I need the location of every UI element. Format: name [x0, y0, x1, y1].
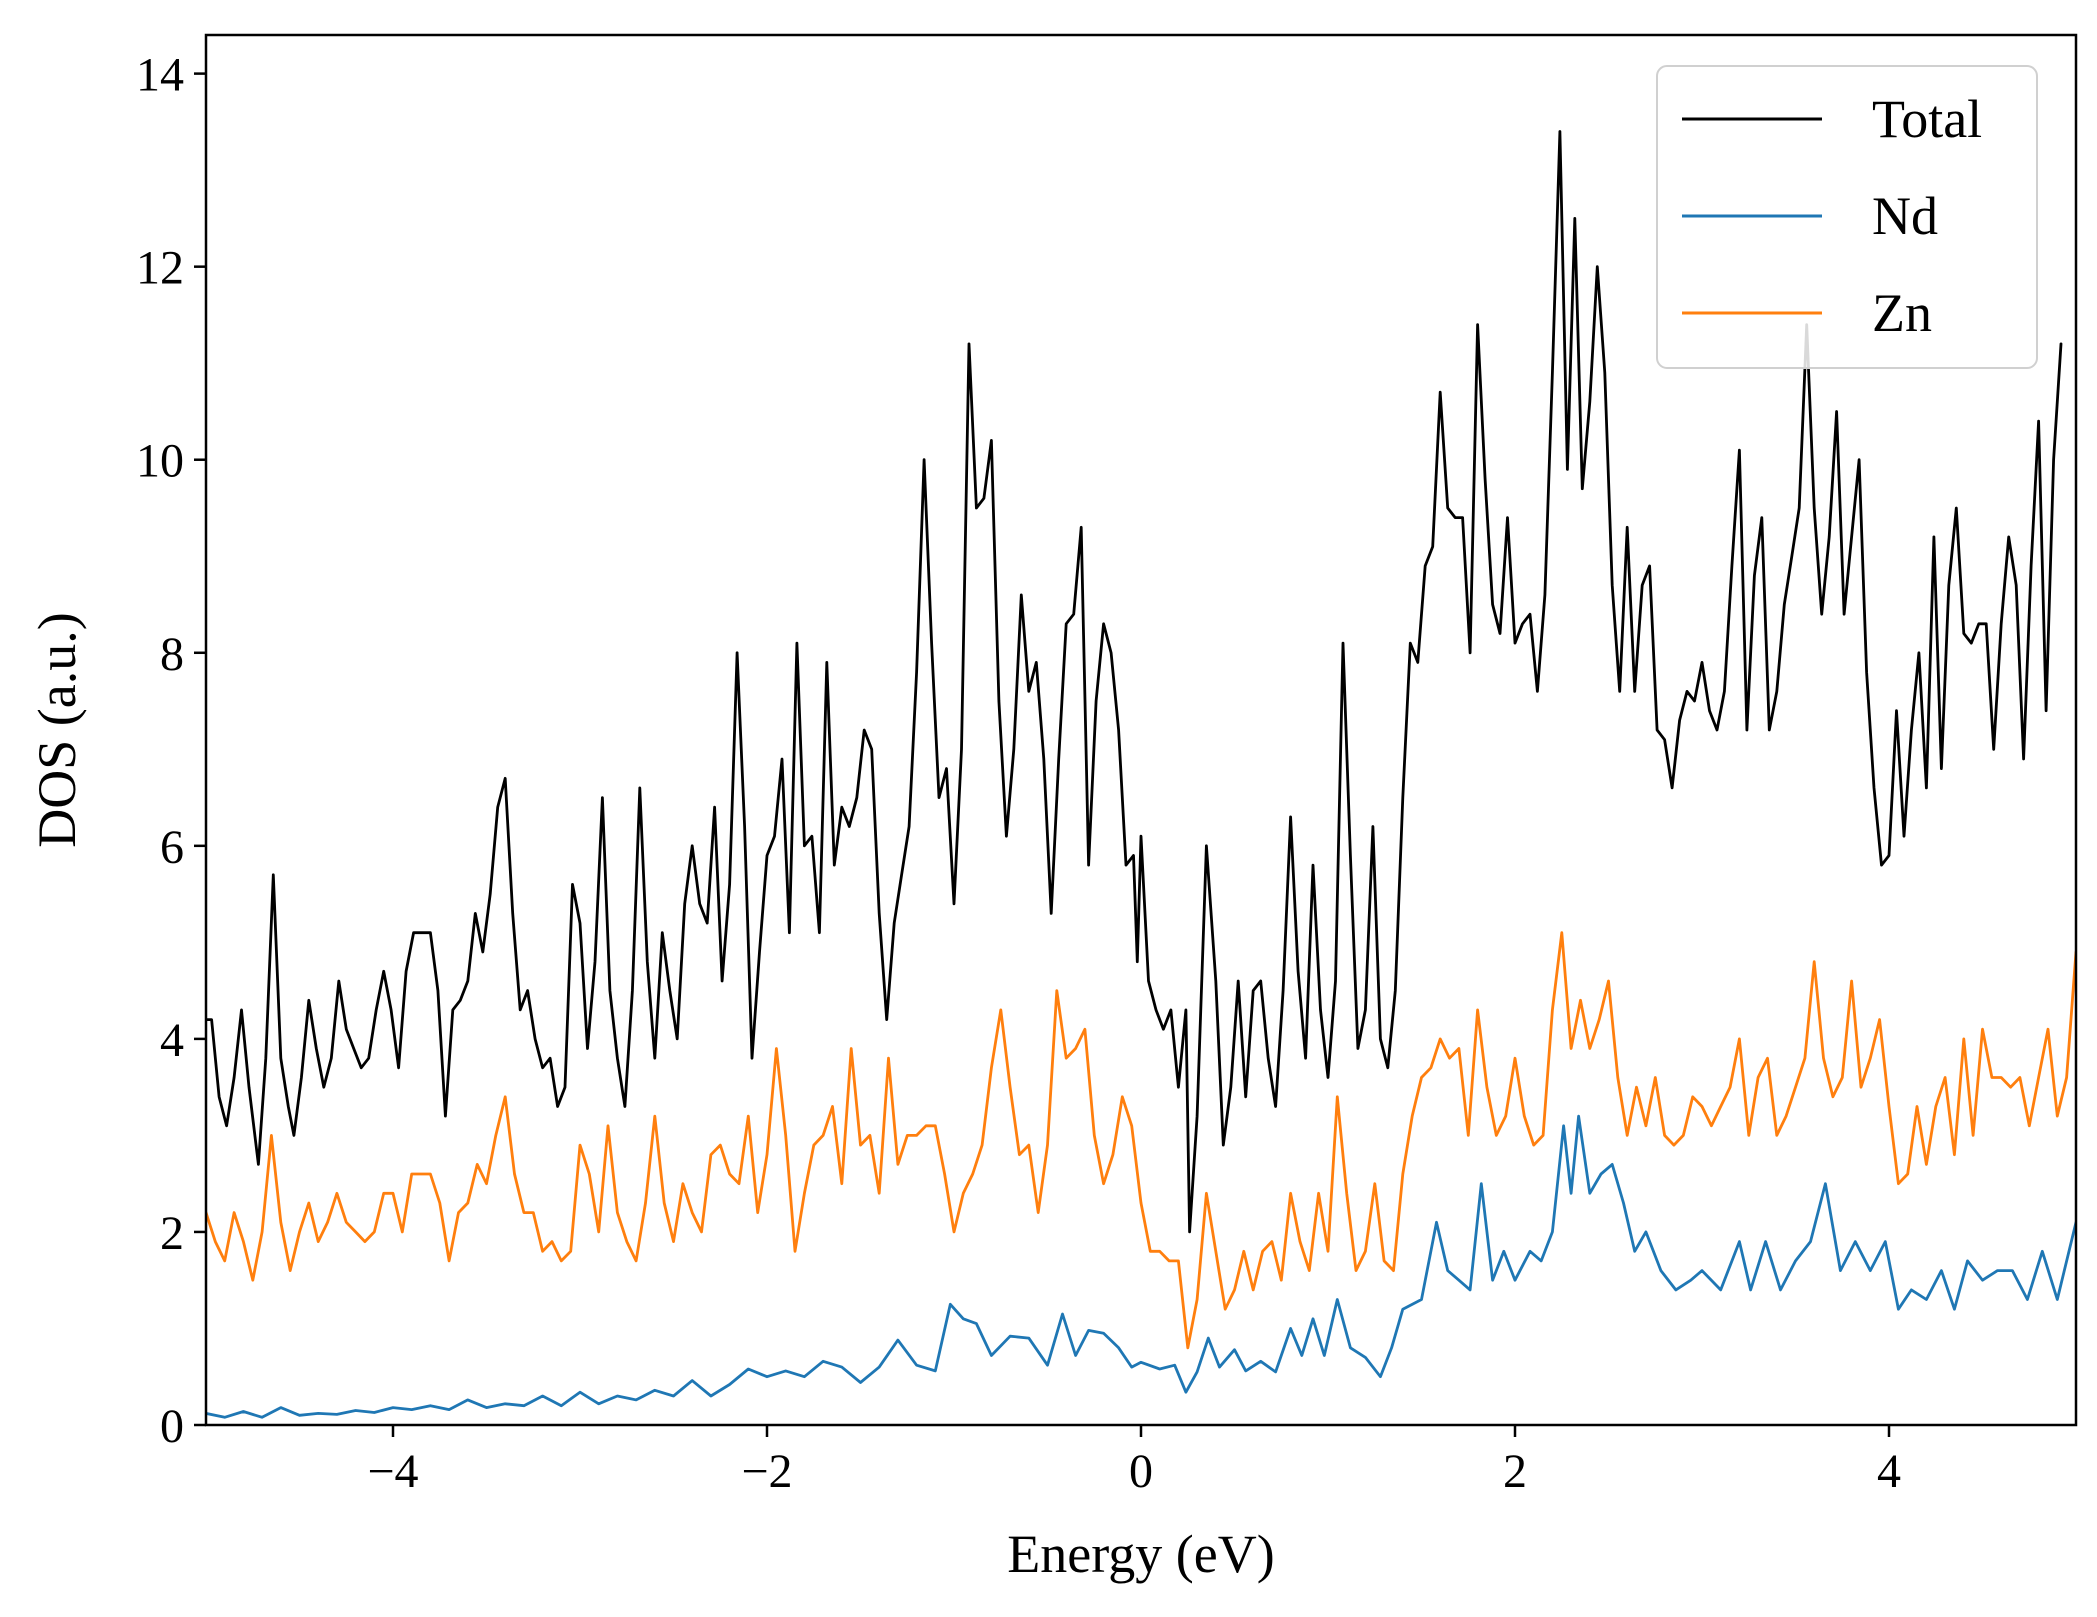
- legend-box: [1656, 65, 2038, 369]
- legend-label-nd: Nd: [1872, 186, 1938, 246]
- x-tick-label: 2: [1503, 1445, 1527, 1498]
- y-tick-label: 10: [136, 435, 184, 488]
- x-tick-label: 0: [1129, 1445, 1153, 1498]
- y-tick-label: 14: [136, 49, 184, 102]
- legend-label-total: Total: [1872, 89, 1982, 149]
- series-layer: [206, 130, 2076, 1419]
- y-tick-label: 6: [160, 821, 184, 874]
- legend-label-zn: Zn: [1872, 283, 1932, 343]
- y-tick-label: 12: [136, 242, 184, 295]
- x-axis: −4 −2 0 2 4: [367, 1425, 1901, 1498]
- y-tick-label: 8: [160, 628, 184, 681]
- x-tick-label: −2: [741, 1445, 792, 1498]
- series-line-nd: [206, 1114, 2076, 1419]
- y-tick-label: 4: [160, 1014, 184, 1067]
- y-tick-label: 0: [160, 1400, 184, 1453]
- y-axis-title: DOS (a.u.): [27, 612, 87, 847]
- series-line-total: [206, 130, 2063, 1234]
- y-tick-label: 2: [160, 1207, 184, 1260]
- x-tick-label: 4: [1877, 1445, 1901, 1498]
- x-axis-title: Energy (eV): [1007, 1524, 1274, 1584]
- y-axis: 0 2 4 6 8 10 12 14: [136, 49, 206, 1453]
- legend: Total Nd Zn: [1656, 65, 2038, 369]
- x-tick-label: −4: [367, 1445, 418, 1498]
- series-line-zn: [206, 931, 2076, 1350]
